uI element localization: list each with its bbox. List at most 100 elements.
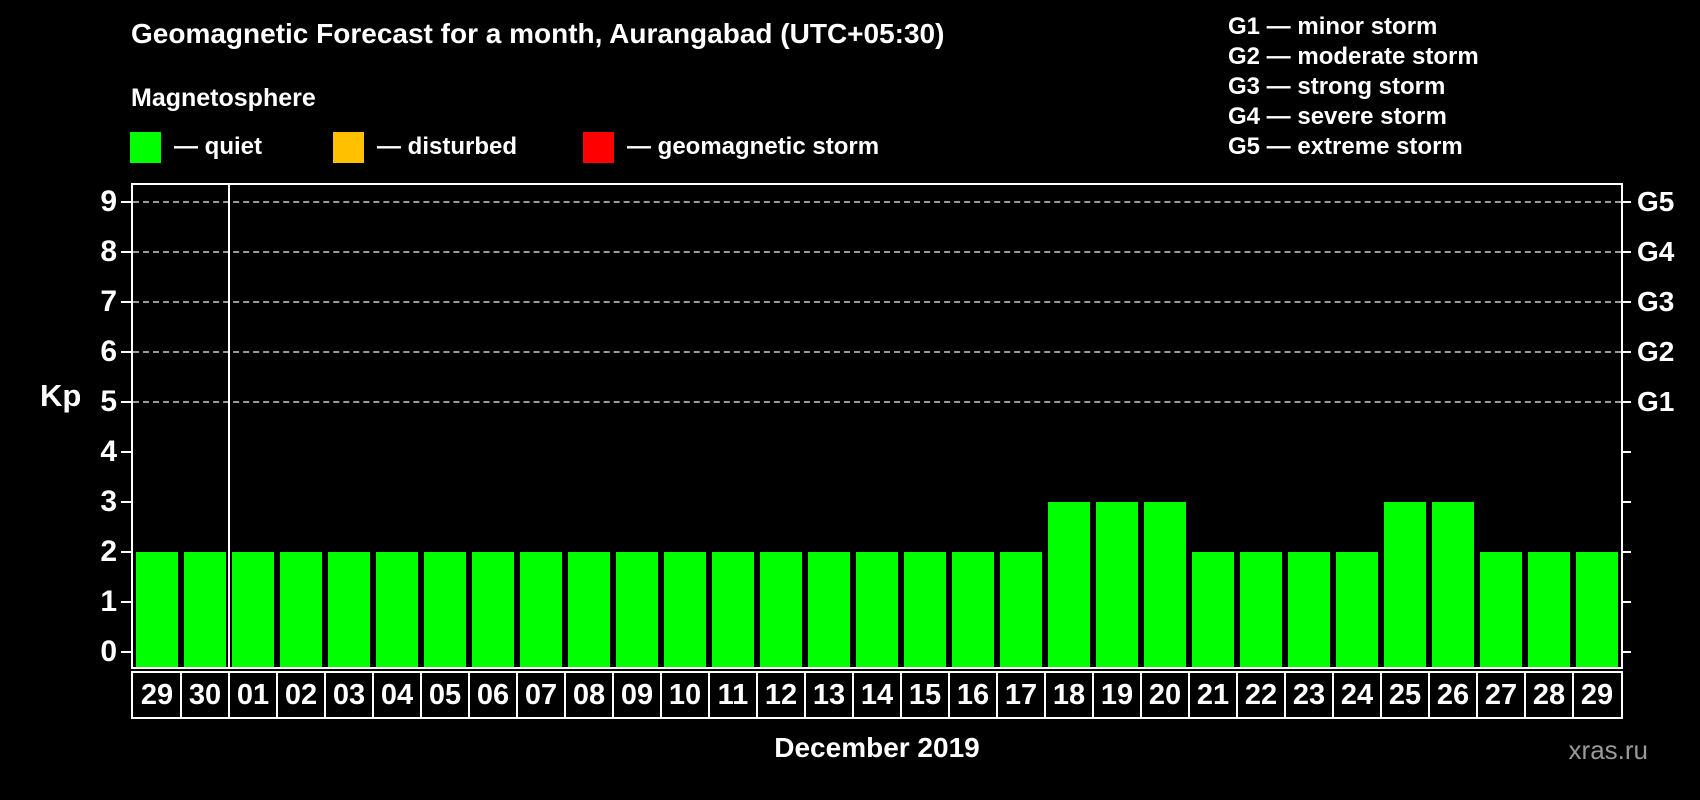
month-separator-line bbox=[228, 185, 230, 667]
kp-bar-day-14 bbox=[856, 552, 898, 667]
y-axis-tick-label: 2 bbox=[100, 535, 117, 568]
kp-bar-day-07 bbox=[520, 552, 562, 667]
kp-bar-day-12 bbox=[760, 552, 802, 667]
kp-bar-day-23 bbox=[1288, 552, 1330, 667]
disturbed-color-swatch-icon bbox=[333, 131, 364, 163]
day-label-16: 16 bbox=[956, 678, 990, 711]
right-axis-tick bbox=[1621, 351, 1631, 353]
g-legend-item-g4: G4 — severe storm bbox=[1228, 103, 1447, 130]
kp-bar-day-28 bbox=[1528, 552, 1570, 667]
gridline-kp-8 bbox=[133, 251, 1621, 253]
left-axis-tick bbox=[121, 401, 131, 403]
kp-bar-day-11 bbox=[712, 552, 754, 667]
g-legend-item-g2: G2 — moderate storm bbox=[1228, 43, 1479, 70]
day-cell-border bbox=[468, 673, 470, 717]
kp-bar-day-25 bbox=[1384, 502, 1426, 667]
chart-plot-area: 0 1 2 3 4 5 6 7 8 9 G1 G2 G3 G4 G5 bbox=[100, 183, 1674, 669]
day-cell-border bbox=[276, 673, 278, 717]
day-cell-border bbox=[804, 673, 806, 717]
gridline-kp-9 bbox=[133, 201, 1621, 203]
left-axis-tick bbox=[121, 451, 131, 453]
kp-bar-day-17 bbox=[1000, 552, 1042, 667]
day-cell-border bbox=[1572, 673, 1574, 717]
day-label-04: 04 bbox=[380, 678, 414, 711]
day-cell-border bbox=[660, 673, 662, 717]
y-axis-tick-label: 3 bbox=[100, 485, 117, 518]
day-label-03: 03 bbox=[332, 678, 366, 711]
y-axis-tick-label: 7 bbox=[100, 285, 117, 318]
day-label-20: 20 bbox=[1148, 678, 1182, 711]
day-cell-border bbox=[420, 673, 422, 717]
right-axis-tick bbox=[1621, 301, 1631, 303]
day-label-26: 26 bbox=[1436, 678, 1470, 711]
left-axis-tick bbox=[121, 301, 131, 303]
right-axis-label-g4: G4 bbox=[1637, 236, 1675, 267]
kp-bar-day-19 bbox=[1096, 502, 1138, 667]
day-cell-border bbox=[1092, 673, 1094, 717]
day-cell-border bbox=[948, 673, 950, 717]
right-axis-label-g3: G3 bbox=[1637, 286, 1675, 317]
day-cell-border bbox=[372, 673, 374, 717]
kp-bar-day-15 bbox=[904, 552, 946, 667]
day-label-15: 15 bbox=[908, 678, 942, 711]
kp-bar-day-26 bbox=[1432, 502, 1474, 667]
legend-item-disturbed: — disturbed bbox=[333, 131, 517, 163]
g-legend-item-g1: G1 — minor storm bbox=[1228, 13, 1438, 40]
y-axis-tick-label: 4 bbox=[100, 435, 117, 468]
day-label-05: 05 bbox=[428, 678, 462, 711]
kp-bar-day-24 bbox=[1336, 552, 1378, 667]
day-label-27: 27 bbox=[1484, 678, 1518, 711]
y-axis-tick-label: 8 bbox=[100, 235, 117, 268]
left-axis-tick bbox=[121, 251, 131, 253]
y-axis-tick-label: 6 bbox=[100, 335, 117, 368]
kp-bar-day-16 bbox=[952, 552, 994, 667]
g-legend-item-g3: G3 — strong storm bbox=[1228, 73, 1446, 100]
kp-bar-day-05 bbox=[424, 552, 466, 667]
day-cell-border bbox=[1140, 673, 1142, 717]
day-label-29: 29 bbox=[1580, 678, 1614, 711]
day-label-21: 21 bbox=[1196, 678, 1230, 711]
subtitle-magnetosphere: Magnetosphere bbox=[131, 84, 316, 112]
day-label-13: 13 bbox=[812, 678, 846, 711]
day-cell-border bbox=[1332, 673, 1334, 717]
day-cell-border bbox=[324, 673, 326, 717]
right-axis-tick bbox=[1621, 601, 1631, 603]
day-cell-border bbox=[612, 673, 614, 717]
storm-color-swatch-icon bbox=[583, 131, 614, 163]
right-axis-label-g2: G2 bbox=[1637, 336, 1675, 367]
gridline-kp-5 bbox=[133, 401, 1621, 403]
day-label-09: 09 bbox=[620, 678, 654, 711]
day-cell-border bbox=[1284, 673, 1286, 717]
day-label-29: 29 bbox=[140, 678, 174, 711]
day-label-30: 30 bbox=[188, 678, 222, 711]
right-axis-tick bbox=[1621, 201, 1631, 203]
day-label-02: 02 bbox=[284, 678, 318, 711]
legend-label: — quiet bbox=[174, 133, 262, 160]
right-axis-tick bbox=[1621, 501, 1631, 503]
watermark: xras.ru bbox=[1568, 735, 1648, 765]
kp-bar-day-01 bbox=[232, 552, 274, 667]
kp-bar-day-18 bbox=[1048, 502, 1090, 667]
day-cell-border bbox=[756, 673, 758, 717]
y-axis-tick-label: 0 bbox=[100, 635, 117, 668]
day-cell-border bbox=[900, 673, 902, 717]
day-cell-border bbox=[1188, 673, 1190, 717]
day-label-12: 12 bbox=[764, 678, 798, 711]
day-label-10: 10 bbox=[668, 678, 702, 711]
right-axis-tick bbox=[1621, 251, 1631, 253]
g-scale-legend: G1 — minor storm G2 — moderate storm G3 … bbox=[1228, 12, 1479, 162]
kp-bar-day-08 bbox=[568, 552, 610, 667]
gridline-kp-7 bbox=[133, 301, 1621, 303]
page-title: Geomagnetic Forecast for a month, Aurang… bbox=[131, 18, 945, 49]
day-cell-border bbox=[1476, 673, 1478, 717]
kp-bar-day-20 bbox=[1144, 502, 1186, 667]
day-cell-border bbox=[1428, 673, 1430, 717]
kp-bar-day-10 bbox=[664, 552, 706, 667]
day-label-18: 18 bbox=[1052, 678, 1086, 711]
day-label-19: 19 bbox=[1100, 678, 1134, 711]
kp-bar-day-09 bbox=[616, 552, 658, 667]
quiet-color-swatch-icon bbox=[130, 131, 161, 163]
gridline-kp-6 bbox=[133, 351, 1621, 353]
day-cell-border bbox=[996, 673, 998, 717]
